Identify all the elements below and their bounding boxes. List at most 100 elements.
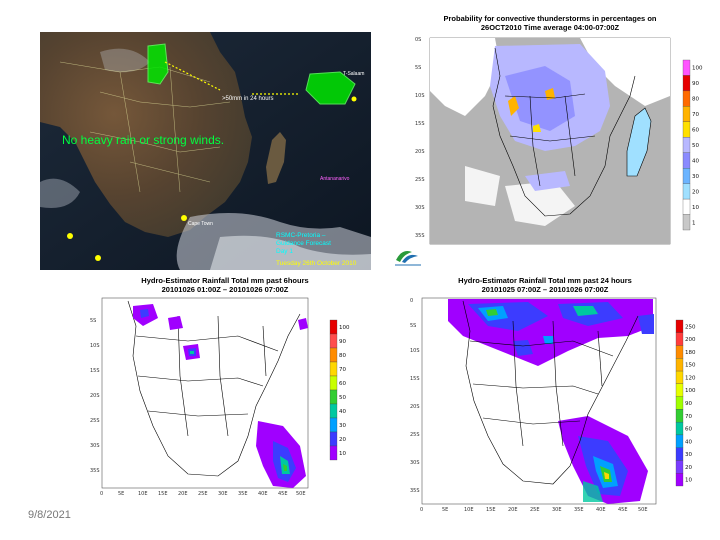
svg-text:0: 0 <box>100 491 103 497</box>
hydro24-title-line: 20101025 07:00Z – 20101026 07:00Z <box>481 285 609 294</box>
colorbar-label: 20 <box>339 437 346 443</box>
colorbar-label: 80 <box>692 97 699 103</box>
colorbar-label: 50 <box>339 395 346 401</box>
svg-text:0S: 0S <box>415 37 421 43</box>
weather-message: No heavy rain or strong winds. <box>62 133 224 147</box>
colorbar-swatch <box>329 403 338 419</box>
svg-text:35S: 35S <box>415 233 425 239</box>
svg-text:30S: 30S <box>415 205 425 211</box>
colorbar-label: 30 <box>692 174 699 180</box>
colorbar-swatch <box>675 370 684 384</box>
colorbar-swatch <box>675 319 684 333</box>
colorbar-label: 80 <box>339 353 346 359</box>
probability-title-line: 26OCT2010 Time average 04:00-07:00Z <box>480 23 620 32</box>
svg-text:10S: 10S <box>90 343 100 349</box>
svg-text:10S: 10S <box>410 348 420 354</box>
colorbar-swatch <box>675 460 684 474</box>
satellite-image-panel: >50mm in 24 hours T-Salaam Antananarivo … <box>40 32 371 270</box>
svg-text:35S: 35S <box>90 468 100 474</box>
longitude-labels: 0 5E 10E 15E 20E 25E 30E 35E 40E 45E 50E <box>100 491 306 497</box>
svg-text:15E: 15E <box>486 507 496 513</box>
colorbar-label: 70 <box>692 112 699 118</box>
rainfall-annotation: >50mm in 24 hours <box>222 96 274 102</box>
colorbar-swatch <box>675 409 684 423</box>
colorbar-swatch <box>675 358 684 372</box>
probability-map: 0S 5S 10S 15S 20S 25S 30S 35S 100 90 80 70 6… <box>415 37 703 245</box>
footer-line: Day 1 <box>276 248 293 255</box>
satellite-image: >50mm in 24 hours T-Salaam Antananarivo … <box>40 32 371 270</box>
svg-text:5E: 5E <box>118 491 124 497</box>
colorbar-label: 200 <box>685 337 696 343</box>
svg-text:45E: 45E <box>618 507 628 513</box>
colorbar-swatch <box>675 396 684 410</box>
colorbar-label: 60 <box>339 381 346 387</box>
svg-text:10E: 10E <box>464 507 474 513</box>
colorbar-label: 1 <box>692 220 696 226</box>
svg-text:15S: 15S <box>415 121 425 127</box>
colorbar-label: 90 <box>692 81 699 87</box>
colorbar-label: 70 <box>685 414 692 420</box>
svg-text:30E: 30E <box>552 507 562 513</box>
svg-text:35E: 35E <box>574 507 584 513</box>
footer-line: RSMC-Pretoria – <box>276 232 326 239</box>
colorbar-swatch <box>682 214 691 231</box>
svg-text:10E: 10E <box>138 491 148 497</box>
colorbar-label: 10 <box>339 451 346 457</box>
colorbar-label: 10 <box>685 478 692 484</box>
colorbar-swatch <box>682 198 691 215</box>
colorbar-swatch <box>329 361 338 377</box>
colorbar-swatch <box>682 152 691 169</box>
svg-text:20S: 20S <box>415 149 425 155</box>
footer-line: Guidance Forecast <box>276 240 331 247</box>
slide-date: 9/8/2021 <box>28 509 71 521</box>
svg-text:25E: 25E <box>530 507 540 513</box>
svg-text:30E: 30E <box>218 491 228 497</box>
colorbar-label: 20 <box>685 465 692 471</box>
latitude-labels: 0 5S 10S 15S 20S 25S 30S 35S <box>410 298 420 494</box>
svg-text:25E: 25E <box>198 491 208 497</box>
colorbar-label: 20 <box>692 189 699 195</box>
colorbar-swatch <box>682 168 691 184</box>
colorbar-swatch <box>329 445 338 461</box>
colorbar-label: 40 <box>339 409 346 415</box>
svg-text:25S: 25S <box>90 418 100 424</box>
svg-text:5S: 5S <box>410 323 416 329</box>
colorbar-swatch <box>675 422 684 436</box>
svg-text:5S: 5S <box>90 318 96 324</box>
svg-text:35S: 35S <box>410 488 420 494</box>
colorbar-swatch <box>682 75 691 92</box>
footer-date-line: Tuesday 26th October 2010 <box>276 260 357 267</box>
colorbar-label: 150 <box>685 363 696 369</box>
colorbar-label: 100 <box>685 388 696 394</box>
colorbar-swatch <box>682 106 691 122</box>
colorbar-swatch <box>329 333 338 349</box>
city-label: Antananarivo <box>320 176 350 182</box>
svg-text:20S: 20S <box>410 404 420 410</box>
svg-text:25S: 25S <box>410 432 420 438</box>
svg-text:15S: 15S <box>90 368 100 374</box>
colorbar-swatch <box>329 431 338 447</box>
city-label: T-Salaam <box>343 71 364 77</box>
colorbar-swatch <box>682 137 691 153</box>
hydro6-title-line: 20101026 01:00Z – 20101026 07:00Z <box>161 285 289 294</box>
colorbar-label: 40 <box>692 158 699 164</box>
svg-text:15S: 15S <box>410 376 420 382</box>
colorbar-label: 70 <box>339 367 346 373</box>
svg-text:30S: 30S <box>410 460 420 466</box>
hydro24-map-panel: 0 5S 10S 15S 20S 25S 30S 35S 0 5E 10E 15… <box>408 296 708 514</box>
colorbar-label: 100 <box>692 66 703 72</box>
svg-text:40E: 40E <box>596 507 606 513</box>
hydro6-title-line: Hydro-Estimator Rainfall Total mm past 6… <box>141 276 309 285</box>
probability-map-panel: 0S 5S 10S 15S 20S 25S 30S 35S 100 90 80 70 6… <box>405 36 705 250</box>
colorbar-swatch <box>675 473 684 487</box>
svg-text:50E: 50E <box>296 491 306 497</box>
hydro6-title: Hydro-Estimator Rainfall Total mm past 6… <box>100 276 350 294</box>
svg-text:25S: 25S <box>415 177 425 183</box>
colorbar-swatch <box>682 90 691 107</box>
colorbar-swatch <box>329 389 338 405</box>
colorbar-swatch <box>329 417 338 433</box>
latitude-labels: 5S 10S 15S 20S 25S 30S 35S <box>90 318 100 474</box>
colorbar-label: 250 <box>685 324 696 330</box>
colorbar-swatch <box>329 375 338 391</box>
probability-colorbar: 100 90 80 70 60 50 40 30 20 10 1 <box>682 59 703 231</box>
